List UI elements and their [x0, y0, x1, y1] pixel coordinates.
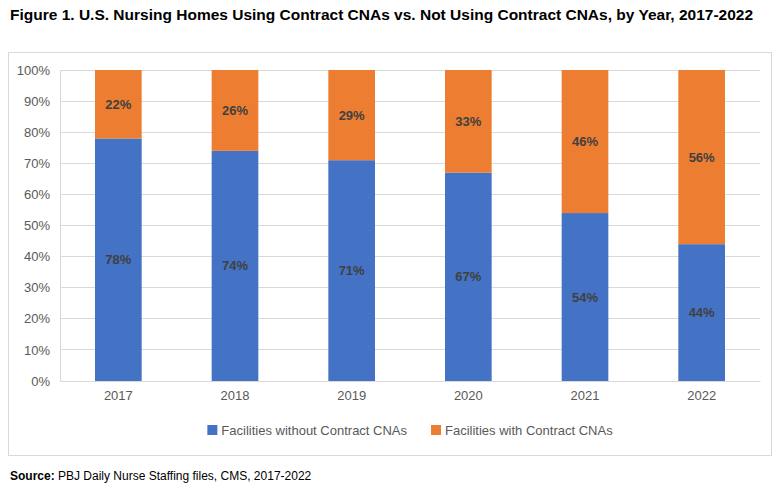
data-label: 71% — [339, 263, 365, 278]
x-tick: 2017 — [104, 388, 133, 403]
grid-line — [60, 101, 760, 102]
bar — [445, 70, 492, 173]
data-label: 44% — [689, 305, 715, 320]
x-tick-label: 2020 — [454, 388, 483, 403]
data-label: 26% — [222, 103, 248, 118]
grid-line — [60, 194, 760, 195]
y-tick-label: 60% — [24, 187, 50, 202]
bar — [95, 70, 142, 138]
bars — [95, 70, 725, 381]
x-tick-label: 2021 — [571, 388, 600, 403]
y-tick: 70% — [24, 156, 60, 171]
grid-line — [60, 70, 760, 71]
x-tick-label: 2022 — [687, 388, 716, 403]
x-tick: 2021 — [571, 388, 600, 403]
y-tick-label: 0% — [31, 374, 50, 389]
legend-label: Facilities with Contract CNAs — [445, 423, 613, 438]
x-axis-line — [61, 381, 761, 382]
grid-line — [60, 163, 760, 164]
y-tick-label: 90% — [24, 94, 50, 109]
legend-item: Facilities with Contract CNAs — [431, 423, 613, 438]
legend: Facilities without Contract CNAs Faciliti… — [207, 423, 613, 438]
chart-frame — [9, 53, 772, 456]
source-label: Source: — [10, 469, 55, 483]
bar — [678, 70, 725, 244]
y-tick-label: 10% — [24, 343, 50, 358]
legend-swatch — [431, 425, 441, 435]
data-label: 46% — [572, 134, 598, 149]
y-tick-label: 30% — [24, 280, 50, 295]
y-tick-label: 20% — [24, 311, 50, 326]
y-tick: 10% — [24, 343, 60, 358]
y-axis: 0% 10% 20% 30% 40% 50% 60% 70% 80% 90% 100% — [17, 63, 61, 389]
bar — [212, 70, 259, 151]
chart-title: Figure 1. U.S. Nursing Homes Using Contr… — [10, 5, 770, 25]
y-tick-label: 70% — [24, 156, 50, 171]
y-tick: 90% — [24, 94, 60, 109]
data-label: 67% — [455, 269, 481, 284]
bar — [445, 173, 492, 381]
x-tick: 2019 — [337, 388, 366, 403]
data-label: 54% — [572, 290, 598, 305]
data-label: 78% — [105, 252, 131, 267]
y-tick: 100% — [17, 63, 60, 78]
bar — [95, 138, 142, 381]
plot-area: 0%10%20%30%40%50%60%70%80%90%100%78%74%7… — [17, 63, 761, 404]
data-label: 74% — [222, 258, 248, 273]
y-tick: 0% — [31, 374, 60, 389]
data-label: 29% — [339, 108, 365, 123]
x-tick-label: 2017 — [104, 388, 133, 403]
y-tick: 50% — [24, 218, 60, 233]
legend-label: Facilities without Contract CNAs — [221, 423, 407, 438]
x-tick-label: 2018 — [221, 388, 250, 403]
grid-line — [60, 225, 760, 226]
bar — [328, 160, 375, 381]
bar — [562, 70, 609, 213]
grid-line — [60, 287, 760, 288]
y-tick-label: 80% — [24, 125, 50, 140]
legend-item: Facilities without Contract CNAs — [207, 423, 407, 438]
data-label: 56% — [689, 150, 715, 165]
bar — [328, 70, 375, 160]
y-tick-label: 40% — [24, 249, 50, 264]
y-tick-label: 50% — [24, 218, 50, 233]
grid-line — [60, 349, 760, 350]
x-tick-label: 2019 — [337, 388, 366, 403]
grid-line — [60, 256, 760, 257]
bar — [562, 213, 609, 381]
y-tick: 40% — [24, 249, 60, 264]
grid-line — [60, 132, 760, 133]
grid-line — [60, 318, 760, 319]
grid-line — [60, 381, 760, 382]
source-text: PBJ Daily Nurse Staffing files, CMS, 201… — [55, 469, 312, 483]
bar — [212, 151, 259, 381]
legend-swatch — [207, 425, 217, 435]
y-axis-line — [60, 71, 61, 382]
x-tick: 2022 — [687, 388, 716, 403]
y-tick: 20% — [24, 311, 60, 326]
x-tick: 2020 — [454, 388, 483, 403]
data-label: 33% — [455, 114, 481, 129]
y-tick: 80% — [24, 125, 60, 140]
data-labels: 78% 74% 71% 67% 54% 44% 22% 26% 29% 33% 46% 56% — [105, 97, 715, 320]
y-tick: 60% — [24, 187, 60, 202]
y-tick: 30% — [24, 280, 60, 295]
bar — [678, 244, 725, 381]
chart-svg: 0%10%20%30%40%50%60%70%80%90%100%78%74%7… — [0, 0, 780, 490]
y-tick-label: 100% — [17, 63, 51, 78]
grid — [60, 70, 760, 381]
source-note: Source: PBJ Daily Nurse Staffing files, … — [10, 469, 311, 483]
x-tick: 2018 — [221, 388, 250, 403]
x-axis: 2017 2018 2019 2020 2021 2022 — [61, 382, 761, 404]
data-label: 22% — [105, 97, 131, 112]
